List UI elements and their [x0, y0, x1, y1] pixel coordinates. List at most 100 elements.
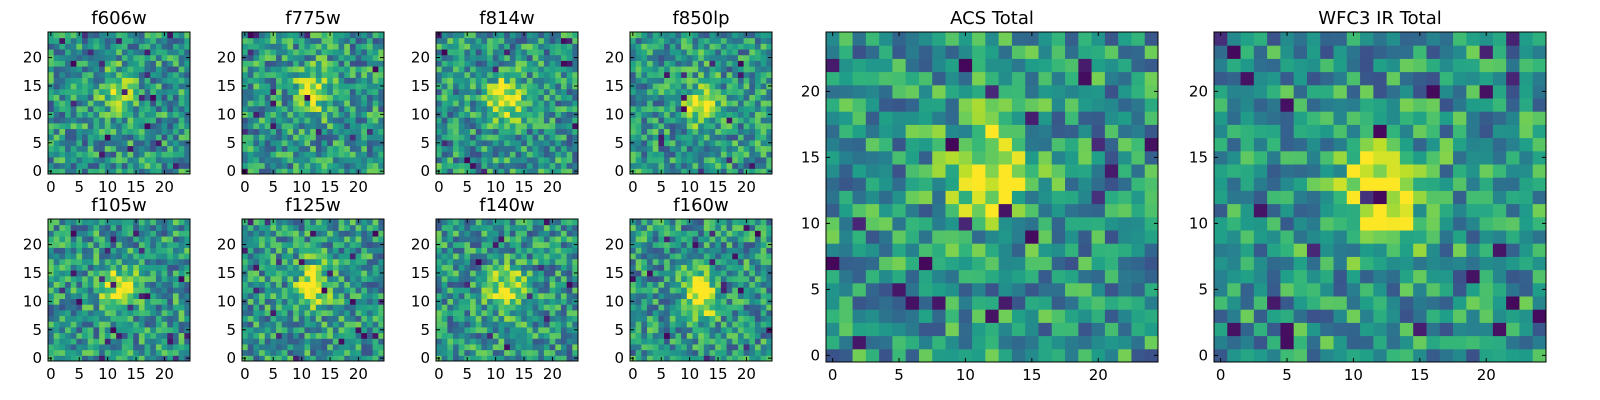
heatmap-cell: [144, 241, 151, 248]
heatmap-cell: [172, 156, 180, 164]
heatmap-cell: [481, 258, 488, 265]
y-tick-label: 0: [420, 349, 430, 367]
heatmap-cell: [270, 134, 277, 141]
heatmap-cell: [641, 162, 648, 169]
heatmap-cell: [155, 236, 163, 243]
heatmap-cell: [332, 287, 340, 294]
heatmap-cell: [715, 60, 722, 67]
heatmap-cell: [498, 60, 505, 67]
heatmap-cell: [70, 134, 77, 141]
heatmap-cell: [686, 343, 693, 351]
heatmap-cell: [470, 83, 477, 90]
heatmap-cell: [264, 236, 271, 243]
heatmap-cell: [504, 162, 511, 169]
heatmap-cell: [664, 275, 671, 282]
heatmap-cell: [270, 66, 277, 73]
heatmap-cell: [121, 83, 129, 90]
heatmap-cell: [287, 156, 294, 164]
heatmap-cell: [178, 253, 185, 260]
heatmap-cell: [458, 219, 465, 226]
heatmap-cell: [93, 156, 100, 164]
heatmap-cell: [709, 281, 716, 288]
heatmap-cell: [138, 134, 146, 141]
heatmap-cell: [138, 128, 146, 135]
heatmap-cell: [93, 321, 100, 328]
heatmap-cell: [458, 270, 465, 277]
heatmap-cell: [372, 83, 379, 90]
heatmap-cell: [498, 287, 505, 294]
heatmap-cell: [121, 224, 129, 231]
heatmap-cell: [321, 77, 328, 84]
heatmap-cell: [515, 94, 522, 101]
heatmap-cell: [726, 105, 733, 113]
heatmap-cell: [332, 332, 340, 339]
heatmap-cell: [526, 128, 534, 135]
heatmap-cell: [155, 264, 163, 271]
heatmap-cell: [726, 355, 733, 362]
heatmap-cell: [441, 253, 448, 260]
heatmap-cell: [361, 321, 368, 328]
heatmap-cell: [726, 32, 733, 39]
heatmap-cell: [99, 247, 106, 254]
axes-frame: [241, 31, 385, 175]
heatmap-cell: [743, 66, 750, 73]
heatmap-cell: [332, 83, 340, 90]
heatmap-cell: [172, 309, 180, 317]
heatmap-cell: [464, 83, 471, 90]
heatmap-cell: [121, 315, 129, 322]
heatmap-cell: [338, 275, 345, 282]
heatmap-cell: [509, 326, 517, 334]
heatmap-cell: [555, 304, 562, 311]
heatmap-cell: [155, 332, 163, 339]
heatmap-cell: [338, 128, 345, 135]
heatmap-cell: [487, 71, 494, 78]
heatmap-cell: [532, 326, 539, 334]
heatmap-cell: [475, 321, 482, 328]
heatmap-cell: [664, 122, 671, 130]
heatmap-cell: [543, 247, 551, 254]
heatmap-cell: [754, 281, 762, 288]
heatmap-cell: [372, 77, 379, 84]
heatmap-cell: [121, 309, 129, 317]
heatmap-cell: [521, 326, 528, 334]
heatmap-cell: [635, 315, 642, 322]
heatmap-cell: [709, 343, 716, 351]
heatmap-cell: [703, 66, 711, 73]
heatmap-cell: [692, 94, 699, 101]
heatmap-cell: [754, 287, 762, 294]
heatmap-cell: [526, 83, 534, 90]
heatmap-cell: [436, 264, 443, 271]
heatmap-cell: [481, 145, 488, 152]
heatmap-cell: [481, 309, 488, 317]
heatmap-cell: [53, 326, 60, 334]
heatmap-cell: [538, 275, 545, 282]
heatmap-cell: [560, 122, 568, 130]
heatmap-cell: [247, 236, 254, 243]
heatmap-cell: [178, 117, 185, 124]
heatmap-cell: [692, 168, 699, 175]
heatmap-cell: [87, 32, 94, 39]
heatmap-cell: [492, 343, 499, 351]
heatmap-cell: [70, 247, 77, 254]
heatmap-cell: [48, 117, 55, 124]
heatmap-cell: [526, 66, 534, 73]
heatmap-cell: [470, 247, 477, 254]
heatmap-cell: [70, 343, 77, 351]
heatmap-cell: [475, 134, 482, 141]
y-tick-label: 20: [605, 49, 624, 67]
heatmap-cell: [133, 100, 140, 107]
heatmap-cell: [110, 264, 117, 271]
heatmap-cell: [127, 219, 134, 226]
heatmap-cell: [82, 162, 89, 169]
heatmap-cell: [65, 304, 72, 311]
heatmap-cell: [521, 105, 528, 113]
heatmap-cell: [253, 134, 260, 141]
heatmap-cell: [99, 71, 106, 78]
heatmap-cell: [464, 43, 471, 50]
heatmap-cell: [538, 258, 545, 265]
heatmap-cell: [116, 168, 123, 175]
heatmap-cell: [698, 355, 705, 362]
heatmap-cell: [116, 321, 123, 328]
heatmap-cell: [647, 49, 654, 56]
heatmap-cell: [458, 281, 465, 288]
